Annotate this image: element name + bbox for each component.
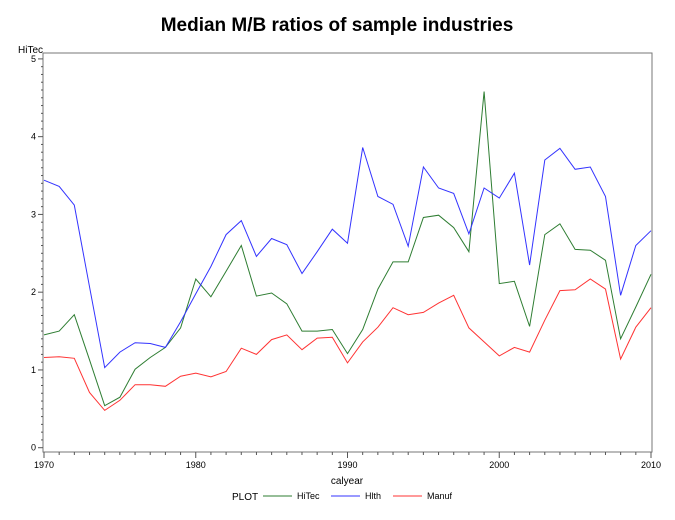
series-line-hlth bbox=[43, 147, 652, 369]
y-tick-label: 3 bbox=[31, 209, 36, 219]
y-tick-label: 2 bbox=[31, 287, 36, 297]
series-line-hitec bbox=[43, 91, 652, 407]
x-tick-label: 1990 bbox=[337, 460, 357, 470]
legend-label-hlth: Hlth bbox=[365, 491, 381, 501]
legend-title: PLOT bbox=[232, 492, 258, 503]
chart-title: Median M/B ratios of sample industries bbox=[161, 15, 514, 36]
legend-label-hitec: HiTec bbox=[297, 491, 320, 501]
y-tick-label: 4 bbox=[31, 132, 36, 142]
y-axis-label: HiTec bbox=[18, 45, 43, 56]
x-axis-label: calyear bbox=[331, 476, 364, 487]
plot-frame bbox=[42, 52, 653, 453]
y-tick-label: 5 bbox=[31, 54, 36, 64]
y-tick-label: 0 bbox=[31, 443, 36, 453]
x-tick-label: 2000 bbox=[489, 460, 509, 470]
x-tick-label: 1980 bbox=[186, 460, 206, 470]
y-tick-label: 1 bbox=[31, 365, 36, 375]
x-tick-label: 2010 bbox=[641, 460, 661, 470]
series-line-manuf bbox=[43, 278, 652, 412]
x-tick-label: 1970 bbox=[34, 460, 54, 470]
legend-label-manuf: Manuf bbox=[427, 491, 453, 501]
